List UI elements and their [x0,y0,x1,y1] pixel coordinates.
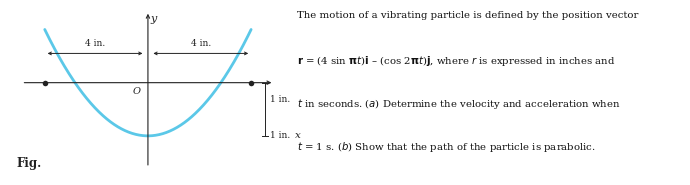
Text: 1 in.: 1 in. [270,131,290,140]
Text: $t$ = 1 s. ($b$) Show that the path of the particle is parabolic.: $t$ = 1 s. ($b$) Show that the path of t… [297,140,595,154]
Text: Fig.: Fig. [17,157,41,170]
Text: $\mathbf{r}$ = (4 sin $\mathbf{\pi}$$t$)$\mathbf{i}$ – (cos 2$\mathbf{\pi}$$t$)$: $\mathbf{r}$ = (4 sin $\mathbf{\pi}$$t$)… [297,54,615,68]
Text: $t$ in seconds. ($a$) Determine the velocity and acceleration when: $t$ in seconds. ($a$) Determine the velo… [297,97,620,111]
Text: O: O [132,87,141,96]
Text: 1 in.: 1 in. [270,95,290,104]
Text: 4 in.: 4 in. [190,38,211,48]
Text: 4 in.: 4 in. [85,38,105,48]
Text: The motion of a vibrating particle is defined by the position vector: The motion of a vibrating particle is de… [297,11,638,20]
Text: x: x [295,131,301,140]
Text: y: y [150,14,157,23]
